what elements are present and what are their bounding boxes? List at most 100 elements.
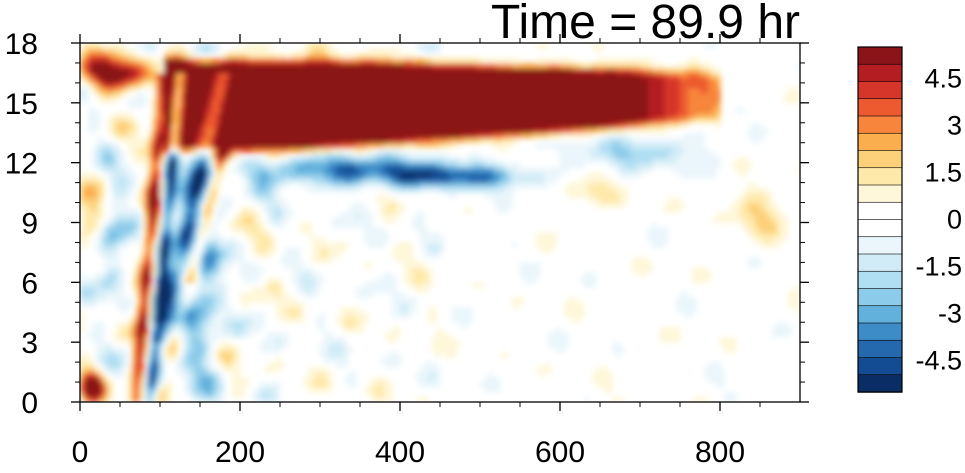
heatmap-cell: [188, 232, 193, 239]
heatmap-cell: [224, 347, 229, 353]
heatmap-cell: [300, 167, 305, 174]
heatmap-cell: [220, 117, 225, 124]
heatmap-cell: [220, 347, 225, 353]
heatmap-cell: [536, 262, 541, 268]
heatmap-cell: [400, 302, 405, 308]
heatmap-cell: [140, 182, 145, 189]
heatmap-cell: [460, 137, 465, 144]
heatmap-cell: [164, 312, 169, 318]
heatmap-cell: [416, 127, 421, 134]
heatmap-cell: [744, 212, 749, 219]
heatmap-cell: [156, 172, 161, 179]
heatmap-cell: [436, 117, 441, 124]
heatmap-cell: [232, 357, 237, 363]
heatmap-cell: [248, 132, 253, 139]
heatmap-cell: [684, 137, 689, 144]
heatmap-cell: [256, 327, 261, 333]
heatmap-cell: [328, 117, 333, 124]
heatmap-cell: [128, 362, 133, 368]
heatmap-cell: [260, 252, 265, 259]
heatmap-cell: [300, 317, 305, 323]
heatmap-cell: [344, 312, 349, 318]
heatmap-cell: [144, 207, 149, 214]
heatmap-cell: [172, 167, 177, 174]
heatmap-cell: [184, 317, 189, 323]
heatmap-cell: [744, 197, 749, 204]
heatmap-cell: [96, 192, 101, 199]
heatmap-cell: [272, 247, 277, 254]
heatmap-cell: [488, 127, 493, 134]
heatmap-cell: [448, 132, 453, 139]
heatmap-cell: [136, 232, 141, 239]
heatmap-cell: [148, 317, 153, 323]
heatmap-cell: [548, 337, 553, 343]
heatmap-cell: [524, 127, 529, 134]
heatmap-cell: [224, 252, 229, 259]
heatmap-cell: [364, 222, 369, 229]
heatmap-cell: [464, 172, 469, 179]
heatmap-cell: [240, 117, 245, 124]
heatmap-cell: [116, 167, 121, 174]
heatmap-cell: [524, 262, 529, 268]
heatmap-cell: [84, 202, 89, 209]
heatmap-cell: [100, 272, 105, 278]
heatmap-cell: [200, 197, 205, 204]
heatmap-cell: [176, 157, 181, 164]
heatmap-cell: [700, 162, 705, 169]
heatmap-cell: [124, 187, 129, 194]
heatmap-cell: [580, 147, 585, 154]
heatmap-cell: [152, 177, 157, 184]
heatmap-cell: [692, 277, 697, 283]
heatmap-cell: [108, 247, 113, 254]
heatmap-cell: [360, 157, 365, 164]
heatmap-cell: [396, 202, 401, 209]
heatmap-cell: [252, 157, 257, 164]
heatmap-cell: [420, 137, 425, 144]
heatmap-cell: [208, 282, 213, 288]
heatmap-cell: [152, 312, 157, 318]
heatmap-cell: [228, 157, 233, 164]
heatmap-cell: [316, 167, 321, 174]
heatmap-cell: [732, 162, 737, 169]
heatmap-cell: [116, 227, 121, 234]
heatmap-cell: [212, 157, 217, 164]
heatmap-cell: [376, 182, 381, 189]
heatmap-cell: [748, 197, 753, 204]
heatmap-cell: [680, 202, 685, 209]
heatmap-cell: [168, 382, 173, 388]
heatmap-cell: [324, 112, 329, 119]
heatmap-cell: [200, 137, 205, 144]
heatmap-cell: [212, 252, 217, 259]
heatmap-cell: [328, 357, 333, 363]
heatmap-cell: [332, 167, 337, 174]
heatmap-cell: [260, 237, 265, 244]
heatmap-cell: [160, 182, 165, 189]
heatmap-cell: [312, 387, 317, 393]
heatmap-cell: [608, 377, 613, 383]
heatmap-cell: [228, 257, 233, 263]
heatmap-cell: [656, 142, 661, 149]
heatmap-cell: [116, 287, 121, 293]
heatmap-cell: [736, 207, 741, 214]
heatmap-cell: [96, 342, 101, 348]
heatmap-cell: [608, 132, 613, 139]
heatmap-cell: [388, 122, 393, 129]
heatmap-cell: [180, 287, 185, 293]
heatmap-cell: [680, 297, 685, 303]
heatmap-cell: [452, 342, 457, 348]
heatmap-cell: [96, 212, 101, 219]
heatmap-cell: [208, 207, 213, 214]
heatmap-cell: [152, 207, 157, 214]
heatmap-cell: [676, 307, 681, 313]
heatmap-cell: [340, 312, 345, 318]
heatmap-cell: [272, 112, 277, 119]
heatmap-cell: [140, 307, 145, 313]
heatmap-cell: [252, 232, 257, 239]
heatmap-cell: [392, 107, 397, 114]
heatmap-cell: [140, 252, 145, 259]
heatmap-cell: [692, 117, 697, 124]
heatmap-cell: [488, 372, 493, 378]
heatmap-cell: [360, 327, 365, 333]
heatmap-cell: [248, 332, 253, 338]
heatmap-cell: [580, 277, 585, 283]
